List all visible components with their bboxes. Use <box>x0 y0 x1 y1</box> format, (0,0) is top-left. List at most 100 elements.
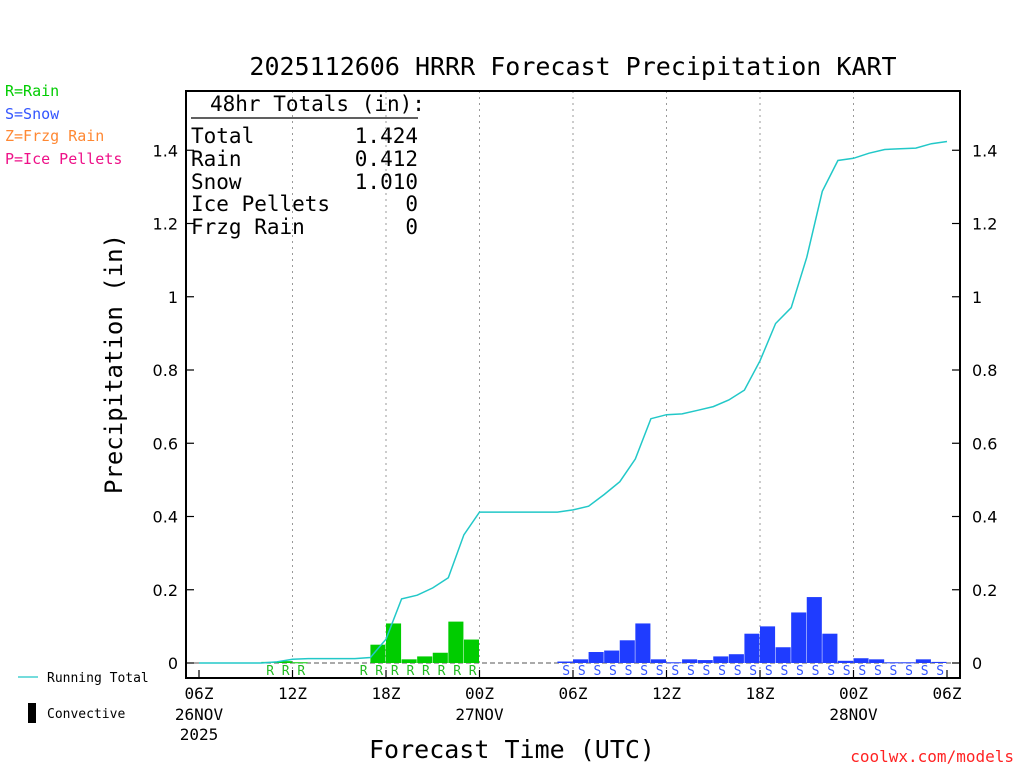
precip-type-marker: S <box>718 664 726 679</box>
totals-box: 48hr Totals (in): Total 1.424 Rain 0.412… <box>191 92 425 239</box>
precip-bar <box>588 652 604 663</box>
x-tick-label: 00Z <box>839 684 868 703</box>
totals-label-rain: Rain <box>191 147 242 171</box>
precip-bar <box>650 659 666 663</box>
precip-type-marker: R <box>266 664 274 679</box>
precip-type-marker: S <box>905 664 913 679</box>
precip-type-marker: S <box>796 664 804 679</box>
totals-value-snow: 1.010 <box>355 170 418 194</box>
running-total-legend-label: Running Total <box>47 671 149 686</box>
precip-type-marker: S <box>921 664 929 679</box>
precip-bar <box>573 659 589 663</box>
precip-bar <box>806 597 822 663</box>
precip-bar <box>915 659 931 663</box>
totals-label-snow: Snow <box>191 170 242 194</box>
totals-value-frzg-rain: 0 <box>405 215 418 239</box>
precip-bar <box>853 658 869 663</box>
y-tick-label-left: 1 <box>168 288 178 307</box>
precip-type-marker: S <box>780 664 788 679</box>
credit-text: coolwx.com/models <box>850 747 1014 766</box>
x-tick-label: 00Z <box>465 684 494 703</box>
x-tick-date: 28NOV <box>829 705 878 724</box>
legend-ice-pellets: P=Ice Pellets <box>5 150 122 168</box>
chart-title: 2025112606 HRRR Forecast Precipitation K… <box>249 52 896 81</box>
y-tick-label-left: 0.6 <box>153 434 178 453</box>
precip-type-marker: S <box>890 664 898 679</box>
y-tick-label-right: 0.4 <box>972 508 997 527</box>
legend-frzg-rain: Z=Frzg Rain <box>5 127 104 145</box>
totals-label-total: Total <box>191 124 254 148</box>
convective-swatch <box>28 703 36 723</box>
precip-bar <box>822 633 838 663</box>
precip-type-marker: R <box>469 664 477 679</box>
precip-bar <box>869 659 885 663</box>
y-tick-label-right: 0 <box>972 654 982 673</box>
totals-label-frzg-rain: Frzg Rain <box>191 215 305 239</box>
precip-bar <box>931 661 947 663</box>
precip-type-marker: R <box>375 664 383 679</box>
precip-type-marker: R <box>422 664 430 679</box>
gridlines <box>186 91 960 678</box>
x-tick-date: 27NOV <box>455 705 504 724</box>
precip-type-marker: R <box>297 664 305 679</box>
precip-bar <box>728 654 744 663</box>
precip-type-marker: S <box>687 664 695 679</box>
precip-type-marker: S <box>734 664 742 679</box>
running-total-series <box>199 140 948 664</box>
y-tick-label-right: 1.2 <box>972 215 997 234</box>
precip-type-marker: R <box>360 664 368 679</box>
precip-type-marker: S <box>936 664 944 679</box>
y-axis-ticks: 0 00.2 0.20.4 0.40.6 0.60.8 0.81 11.2 1.21.4 1.4 <box>153 141 998 673</box>
x-tick-label: 12Z <box>278 684 307 703</box>
precip-type-marker: S <box>843 664 851 679</box>
convective-legend-label: Convective <box>47 707 125 722</box>
x-tick-year: 2025 <box>180 725 219 744</box>
legend-snow: S=Snow <box>5 105 60 123</box>
precip-type-marker: S <box>858 664 866 679</box>
y-tick-label-left: 1.2 <box>153 215 178 234</box>
precip-bar <box>432 652 448 663</box>
precip-type-marker: S <box>625 664 633 679</box>
y-tick-label-right: 1 <box>972 288 982 307</box>
precip-bars <box>261 597 947 664</box>
precip-bar <box>370 644 386 663</box>
precip-type-marker: S <box>874 664 882 679</box>
totals-value-ice-pellets: 0 <box>405 192 418 216</box>
y-tick-label-right: 1.4 <box>972 141 997 160</box>
precip-type-marker: R <box>391 664 399 679</box>
precip-bar <box>619 640 635 663</box>
y-tick-label-right: 0.6 <box>972 434 997 453</box>
precip-type-marker: S <box>749 664 757 679</box>
precip-type-marker: S <box>671 664 679 679</box>
precip-bar <box>401 659 417 663</box>
precip-bar <box>713 656 729 663</box>
precip-type-marker: S <box>578 664 586 679</box>
precip-bar <box>386 623 402 663</box>
legend-rain: R=Rain <box>5 82 59 100</box>
type-legend: R=Rain S=Snow Z=Frzg Rain P=Ice Pellets <box>5 82 122 168</box>
precip-type-marker: S <box>765 664 773 679</box>
precip-bar <box>557 661 573 663</box>
precip-type-marker: S <box>827 664 835 679</box>
y-tick-label-left: 0.8 <box>153 361 178 380</box>
y-axis-label: Precipitation (in) <box>100 234 128 494</box>
precip-bar <box>760 626 776 663</box>
precip-type-marker: R <box>438 664 446 679</box>
precip-type-marker: R <box>282 664 290 679</box>
precip-type-marker: S <box>562 664 570 679</box>
precip-type-marker: S <box>609 664 617 679</box>
precip-type-marker: R <box>453 664 461 679</box>
x-tick-label: 18Z <box>372 684 401 703</box>
precip-bar <box>682 659 698 663</box>
totals-value-rain: 0.412 <box>355 147 418 171</box>
precip-bar <box>697 660 713 663</box>
x-tick-date: 26NOV <box>175 705 224 724</box>
precip-bar <box>791 612 807 663</box>
precip-type-marker: S <box>812 664 820 679</box>
precip-bar <box>448 621 464 663</box>
precip-type-marker: S <box>640 664 648 679</box>
y-tick-label-left: 1.4 <box>153 141 178 160</box>
x-tick-label: 06Z <box>559 684 588 703</box>
